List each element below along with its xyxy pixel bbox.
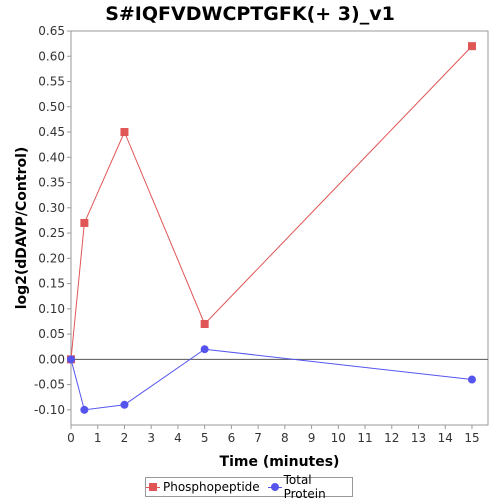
y-tick-label: 0.15 [38,277,65,291]
y-tick-label: 0.65 [38,24,65,38]
x-tick-label: 9 [308,431,316,445]
y-tick-label: 0.10 [38,302,65,316]
x-axis: 0 1 2 3 4 5 6 7 8 9 10 11 12 13 14 15 [67,425,480,445]
x-tick-label: 6 [228,431,236,445]
y-axis: -0.10 -0.05 0.00 0.05 0.10 0.15 0.20 0.25 0.30 0.… [34,24,71,417]
point-total-protein [200,345,209,354]
legend-item-phosphopeptide: Phosphopeptide [146,480,260,494]
point-phosphopeptide [467,42,476,51]
x-tick-label: 0 [67,431,75,445]
x-tick-label: 7 [254,431,262,445]
legend-item-total-protein: Total Protein [267,473,352,501]
y-tick-label: 0.35 [38,176,65,190]
x-tick-label: 5 [201,431,209,445]
x-tick-label: 4 [174,431,182,445]
point-phosphopeptide [120,128,129,137]
legend: Phosphopeptide Total Protein [145,473,353,501]
x-tick-label: 11 [357,431,372,445]
point-total-protein [80,405,89,414]
y-tick-label: 0.55 [38,75,65,89]
y-tick-label: 0.00 [38,352,65,366]
x-tick-label: 8 [281,431,289,445]
y-tick-label: 0.45 [38,125,65,139]
x-tick-label: 14 [438,431,453,445]
y-tick-label: 0.30 [38,201,65,215]
x-tick-label: 10 [331,431,346,445]
point-total-protein [120,400,129,409]
x-tick-label: 1 [94,431,102,445]
y-tick-label: 0.25 [38,226,65,240]
legend-label-phosphopeptide: Phosphopeptide [163,480,260,494]
plot-area [70,30,489,426]
y-tick-label: 0.60 [38,49,65,63]
legend-label-total-protein: Total Protein [283,473,326,501]
series-group [67,42,476,414]
y-tick-label: -0.05 [34,378,65,392]
point-total-protein [467,375,476,384]
point-phosphopeptide [200,319,209,328]
x-tick-label: 15 [464,431,479,445]
point-phosphopeptide [80,218,89,227]
chart-title: S#IQFVDWCPTGFK(+ 3)_v1 [105,3,395,25]
y-tick-label: 0.40 [38,150,65,164]
y-tick-label: 0.20 [38,251,65,265]
x-axis-title: Time (minutes) [220,454,340,470]
y-tick-label: 0.50 [38,100,65,114]
x-tick-label: 3 [147,431,155,445]
x-tick-label: 12 [384,431,399,445]
y-tick-label: 0.05 [38,327,65,341]
y-axis-title: log2(dDAVP/Control) [14,147,30,310]
phosphopeptide-swatch-icon [146,482,160,492]
y-tick-label: -0.10 [34,403,65,417]
total-protein-swatch-icon [267,482,282,492]
x-tick-label: 13 [411,431,426,445]
x-tick-label: 2 [121,431,129,445]
point-total-protein [67,355,75,364]
